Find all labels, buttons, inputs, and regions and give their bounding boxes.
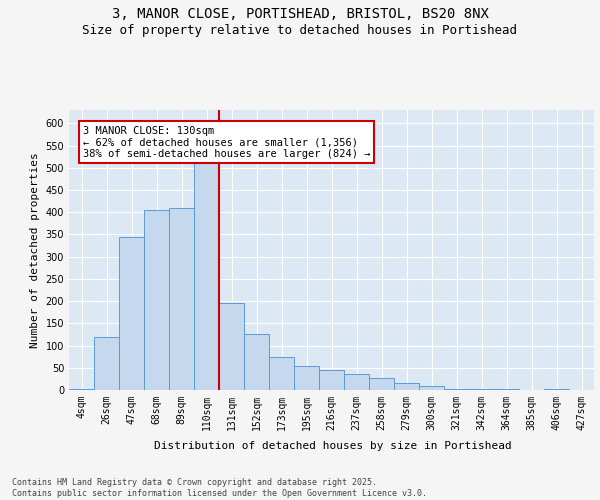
Bar: [419, 386, 444, 390]
Y-axis label: Number of detached properties: Number of detached properties: [30, 152, 40, 348]
Bar: [169, 208, 194, 390]
Text: 3, MANOR CLOSE, PORTISHEAD, BRISTOL, BS20 8NX: 3, MANOR CLOSE, PORTISHEAD, BRISTOL, BS2…: [112, 8, 488, 22]
Bar: [94, 336, 119, 390]
Bar: [219, 304, 244, 390]
Text: Size of property relative to detached houses in Portishead: Size of property relative to detached ho…: [83, 24, 517, 37]
Bar: [444, 388, 469, 390]
Bar: [319, 370, 344, 390]
Bar: [469, 389, 494, 390]
Bar: [494, 388, 519, 390]
Text: 3 MANOR CLOSE: 130sqm
← 62% of detached houses are smaller (1,356)
38% of semi-d: 3 MANOR CLOSE: 130sqm ← 62% of detached …: [83, 126, 370, 159]
Bar: [269, 356, 294, 390]
Bar: [294, 366, 319, 390]
Bar: [144, 210, 169, 390]
Bar: [369, 378, 394, 390]
Bar: [544, 389, 569, 390]
Bar: [194, 159, 219, 390]
Bar: [69, 388, 94, 390]
Bar: [344, 374, 369, 390]
Text: Contains HM Land Registry data © Crown copyright and database right 2025.
Contai: Contains HM Land Registry data © Crown c…: [12, 478, 427, 498]
Text: Distribution of detached houses by size in Portishead: Distribution of detached houses by size …: [154, 441, 512, 451]
Bar: [119, 236, 144, 390]
Bar: [394, 384, 419, 390]
Bar: [244, 334, 269, 390]
